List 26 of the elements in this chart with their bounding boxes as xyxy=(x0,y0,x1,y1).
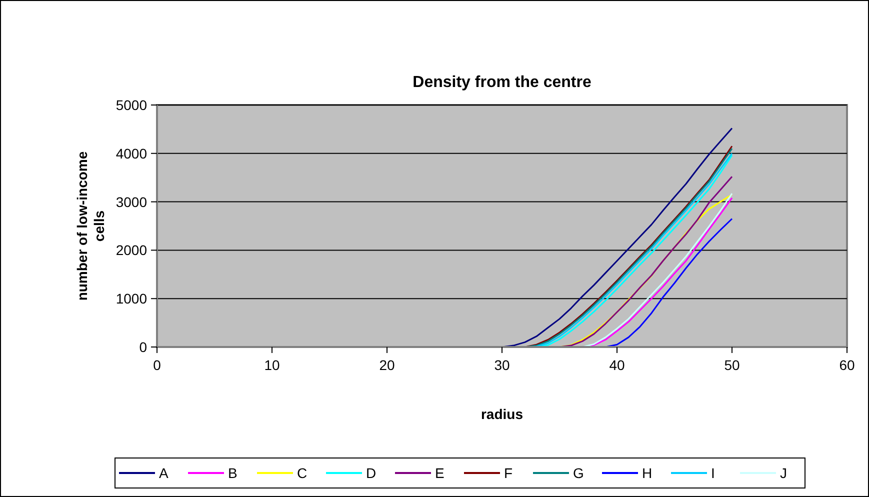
x-tick-label: 50 xyxy=(724,357,740,373)
y-tick-label: 4000 xyxy=(116,145,148,162)
y-tick-label: 2000 xyxy=(116,242,148,258)
x-axis-title: radius xyxy=(480,406,524,422)
x-tick-label: 10 xyxy=(264,357,280,373)
chart-title: Density from the centre xyxy=(412,74,592,91)
legend-label: C xyxy=(297,465,308,481)
legend-label: A xyxy=(159,465,169,481)
legend-label: H xyxy=(642,465,652,481)
legend-label: D xyxy=(366,465,376,481)
legend-label: I xyxy=(711,465,715,481)
y-tick-label: 5000 xyxy=(116,97,148,113)
x-tick-label: 30 xyxy=(494,357,510,373)
legend-label: E xyxy=(435,465,444,481)
legend-label: J xyxy=(780,465,787,481)
x-tick-label: 20 xyxy=(379,357,395,373)
y-axis-title: number of low-income cells xyxy=(74,151,107,301)
legend-label: F xyxy=(504,465,513,481)
legend-label: B xyxy=(228,465,238,481)
y-tick-label: 0 xyxy=(139,339,148,355)
legend-label: G xyxy=(573,465,584,481)
y-tick-label: 3000 xyxy=(116,194,148,210)
x-tick-label: 60 xyxy=(839,357,855,373)
x-tick-label: 40 xyxy=(609,357,625,373)
x-tick-label: 0 xyxy=(153,357,162,373)
y-tick-label: 1000 xyxy=(116,290,148,307)
